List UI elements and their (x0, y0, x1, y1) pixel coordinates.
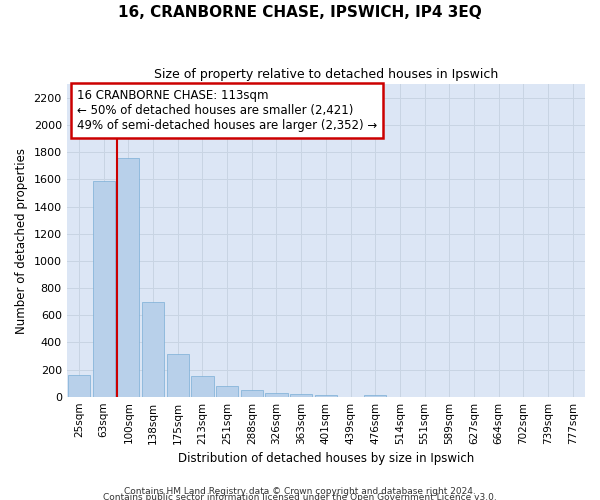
Text: 16, CRANBORNE CHASE, IPSWICH, IP4 3EQ: 16, CRANBORNE CHASE, IPSWICH, IP4 3EQ (118, 5, 482, 20)
Bar (216, 386, 238, 396)
Bar (142, 302, 164, 396)
Text: 16 CRANBORNE CHASE: 113sqm
← 50% of detached houses are smaller (2,421)
49% of s: 16 CRANBORNE CHASE: 113sqm ← 50% of deta… (77, 89, 377, 132)
Bar (92, 181, 115, 396)
Bar (117, 158, 139, 396)
Bar (265, 392, 287, 396)
Bar (68, 375, 90, 396)
X-axis label: Distribution of detached houses by size in Ipswich: Distribution of detached houses by size … (178, 452, 474, 465)
Bar (241, 390, 263, 396)
Bar (167, 354, 189, 397)
Bar (191, 376, 214, 396)
Text: Contains HM Land Registry data © Crown copyright and database right 2024.: Contains HM Land Registry data © Crown c… (124, 486, 476, 496)
Title: Size of property relative to detached houses in Ipswich: Size of property relative to detached ho… (154, 68, 498, 80)
Text: Contains public sector information licensed under the Open Government Licence v3: Contains public sector information licen… (103, 492, 497, 500)
Bar (290, 394, 312, 396)
Y-axis label: Number of detached properties: Number of detached properties (15, 148, 28, 334)
